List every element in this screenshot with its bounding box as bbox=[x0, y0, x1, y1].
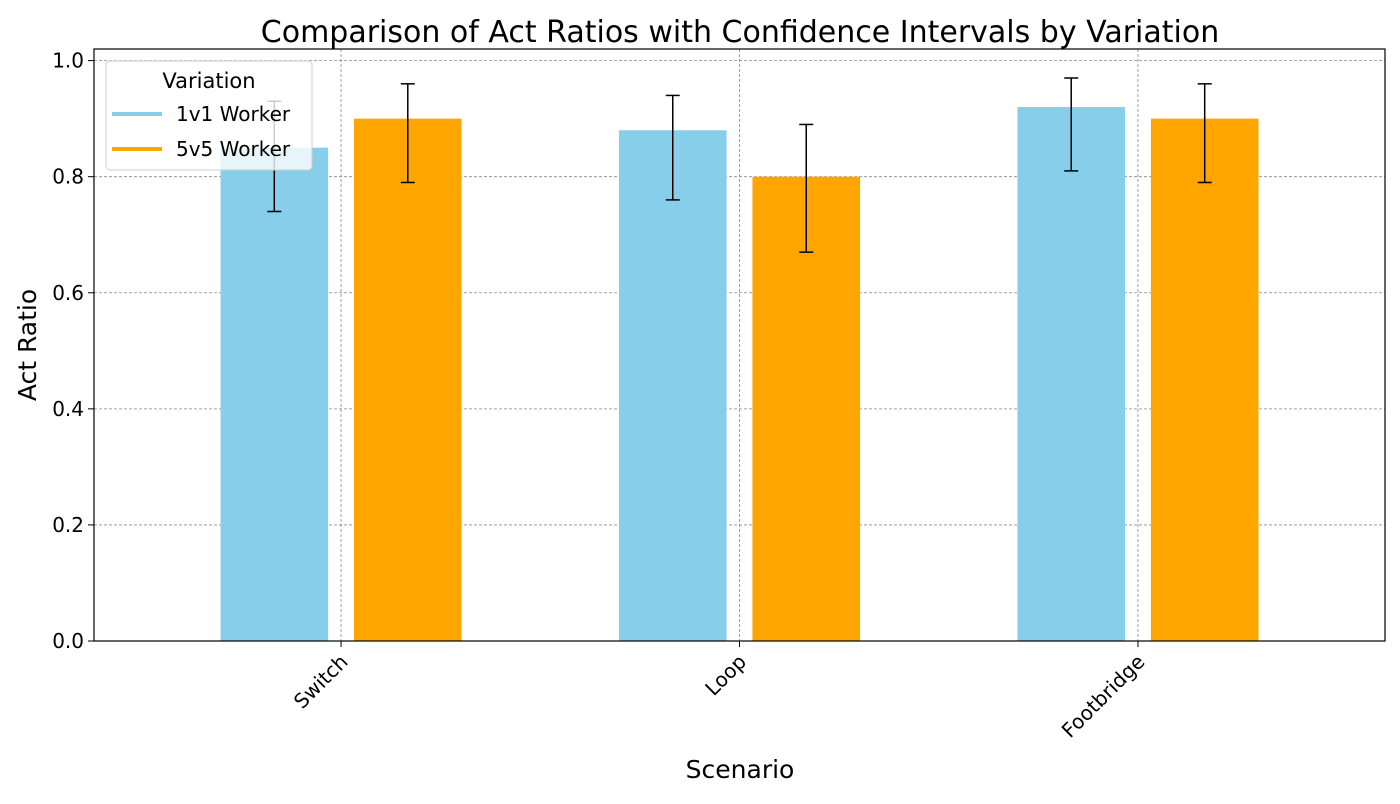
error-bars bbox=[267, 77, 1212, 253]
legend-box bbox=[105, 60, 313, 171]
y-tick-label: 0.0 bbox=[52, 629, 84, 653]
legend-title: Variation bbox=[162, 69, 255, 93]
legend-entry-label: 1v1 Worker bbox=[176, 102, 291, 126]
y-axis: 0.0 0.2 0.4 0.6 0.8 1.0 bbox=[52, 49, 94, 653]
legend-entry-label: 5v5 Worker bbox=[176, 137, 291, 161]
bar-5v5-worker bbox=[1150, 118, 1259, 642]
bars bbox=[220, 107, 1259, 642]
legend: Variation 1v1 Worker 5v5 Worker bbox=[105, 60, 313, 171]
y-axis-label: Act Ratio bbox=[13, 289, 42, 401]
y-tick-label: 0.8 bbox=[52, 165, 84, 189]
y-tick-label: 0.4 bbox=[52, 397, 84, 421]
y-tick-label: 0.2 bbox=[52, 513, 84, 537]
chart-title: Comparison of Act Ratios with Confidence… bbox=[261, 15, 1219, 50]
bar-1v1-worker bbox=[220, 147, 329, 641]
x-axis-label: Scenario bbox=[686, 755, 795, 784]
x-axis: Switch Loop Footbridge bbox=[289, 641, 1150, 743]
bar-1v1-worker bbox=[1017, 107, 1126, 642]
bar-5v5-worker bbox=[353, 118, 462, 642]
x-tick-label: Footbridge bbox=[1057, 650, 1150, 743]
x-tick-label: Loop bbox=[700, 650, 751, 701]
bar-5v5-worker bbox=[752, 176, 861, 641]
y-tick-label: 1.0 bbox=[52, 49, 84, 73]
bar-1v1-worker bbox=[618, 130, 727, 642]
x-tick-label: Switch bbox=[289, 650, 353, 714]
y-tick-label: 0.6 bbox=[52, 281, 84, 305]
